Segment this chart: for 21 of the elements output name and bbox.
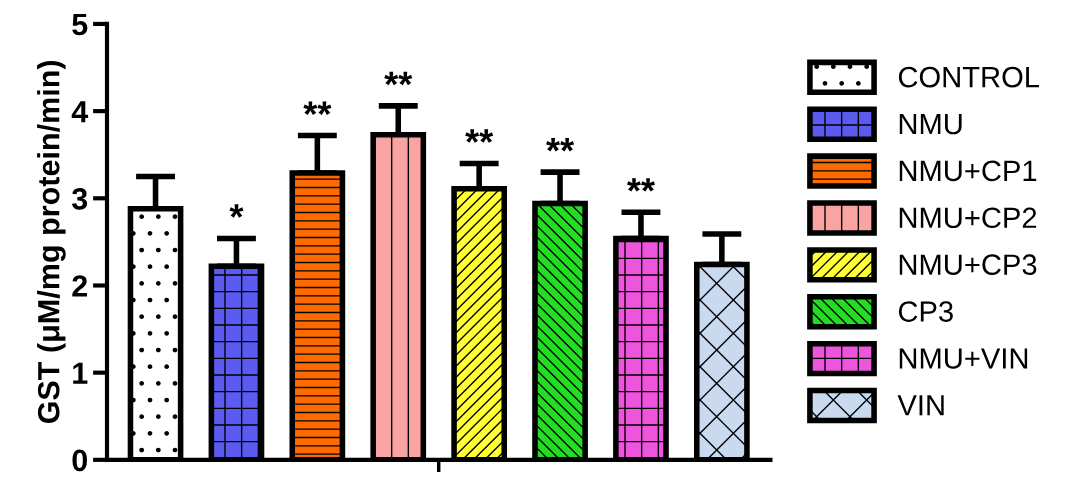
legend-label: VIN [897,395,944,416]
legend-label: NMU [899,113,962,135]
y-tick-label: 2 [72,275,88,297]
legend-label: NMU+CP1 [899,160,1037,182]
data-label: ** [627,178,655,192]
data-label: ** [303,101,332,115]
legend-label: CP3 [898,301,953,322]
y-axis-title: GST (μM/mg protein/min) [37,60,66,424]
y-tick-label: 3 [71,188,88,210]
y-tick-label: 1 [73,362,88,384]
legend-label: CONTROL [898,66,1040,88]
data-label: ** [384,71,413,86]
y-tick-label: 4 [71,101,89,123]
legend-label: NMU+VIN [899,348,1028,369]
data-label: ** [546,138,575,152]
data-label: ** [465,129,494,143]
legend-label: NMU+CP3 [899,254,1037,275]
y-tick-label: 5 [72,14,88,36]
y-tick-label: 0 [72,449,87,472]
legend-label: NMU+CP2 [899,207,1037,229]
data-label: * [229,204,244,218]
